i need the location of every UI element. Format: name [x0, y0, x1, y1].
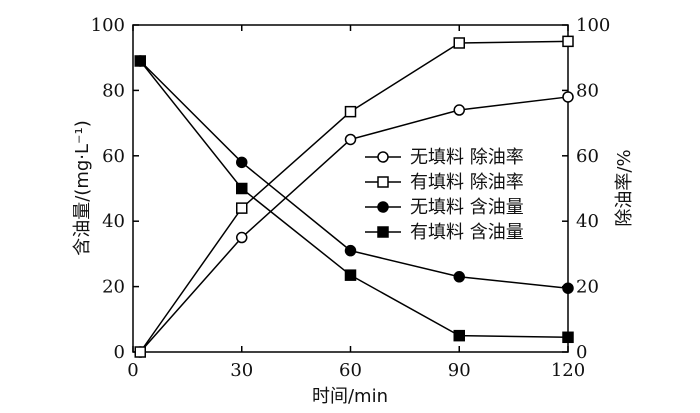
series-layer [134, 35, 574, 358]
data-point [453, 104, 465, 116]
legend-item: 有填料 除油率 [365, 172, 524, 193]
data-point [236, 182, 248, 195]
x-tick-label: 90 [448, 360, 471, 381]
legend-marker [377, 201, 389, 213]
legend-item: 无填料 除油率 [365, 147, 524, 168]
y-left-tick-label: 40 [102, 211, 125, 232]
data-point [236, 156, 248, 169]
x-tick-label: 60 [339, 360, 362, 381]
y-left-tick-label: 100 [91, 15, 125, 36]
data-point [236, 202, 248, 214]
legend-label: 有填料 含油量 [410, 222, 524, 243]
y-left-tick-label: 0 [114, 342, 125, 363]
y-right-tick-label: 20 [576, 277, 599, 298]
series-3 [134, 55, 574, 344]
y-left-axis-title: 含油量/(mg·L⁻¹) [72, 120, 93, 256]
data-point [453, 329, 465, 342]
y-left-tick-label: 80 [102, 80, 125, 101]
data-point [562, 282, 574, 294]
data-point [134, 55, 146, 67]
legend-marker [377, 226, 389, 238]
y-right-tick-label: 60 [576, 146, 599, 167]
legend-marker [377, 176, 389, 188]
y-right-tick-label: 0 [576, 342, 587, 363]
y-right-tick-label: 80 [576, 80, 599, 101]
series-1 [134, 35, 574, 358]
data-point [344, 269, 357, 281]
y-right-tick-label: 40 [576, 211, 599, 232]
x-tick-label: 30 [230, 360, 253, 381]
y-left-tick-label: 60 [102, 146, 125, 167]
ticks [132, 24, 569, 353]
legend-marker [377, 151, 389, 163]
data-point [134, 346, 146, 358]
data-point [562, 35, 574, 48]
legend-label: 无填料 除油率 [410, 147, 524, 168]
data-point [453, 271, 465, 283]
x-tick-label: 120 [551, 360, 585, 381]
y-right-axis-title: 除油率/% [614, 149, 635, 226]
legend-label: 无填料 含油量 [410, 197, 524, 218]
data-point [562, 91, 574, 103]
legend-item: 有填料 含油量 [365, 222, 524, 243]
data-point [344, 133, 357, 146]
legend-label: 有填料 除油率 [410, 172, 524, 193]
x-axis-title: 时间/min [312, 386, 388, 407]
data-point [344, 105, 357, 118]
data-point [562, 331, 574, 344]
legend-item: 无填料 含油量 [365, 197, 524, 218]
y-left-tick-label: 20 [102, 277, 125, 298]
x-tick-label: 0 [127, 360, 138, 381]
y-right-tick-label: 100 [576, 15, 610, 36]
data-point [236, 231, 248, 244]
data-point [453, 37, 465, 49]
data-point [344, 244, 357, 257]
